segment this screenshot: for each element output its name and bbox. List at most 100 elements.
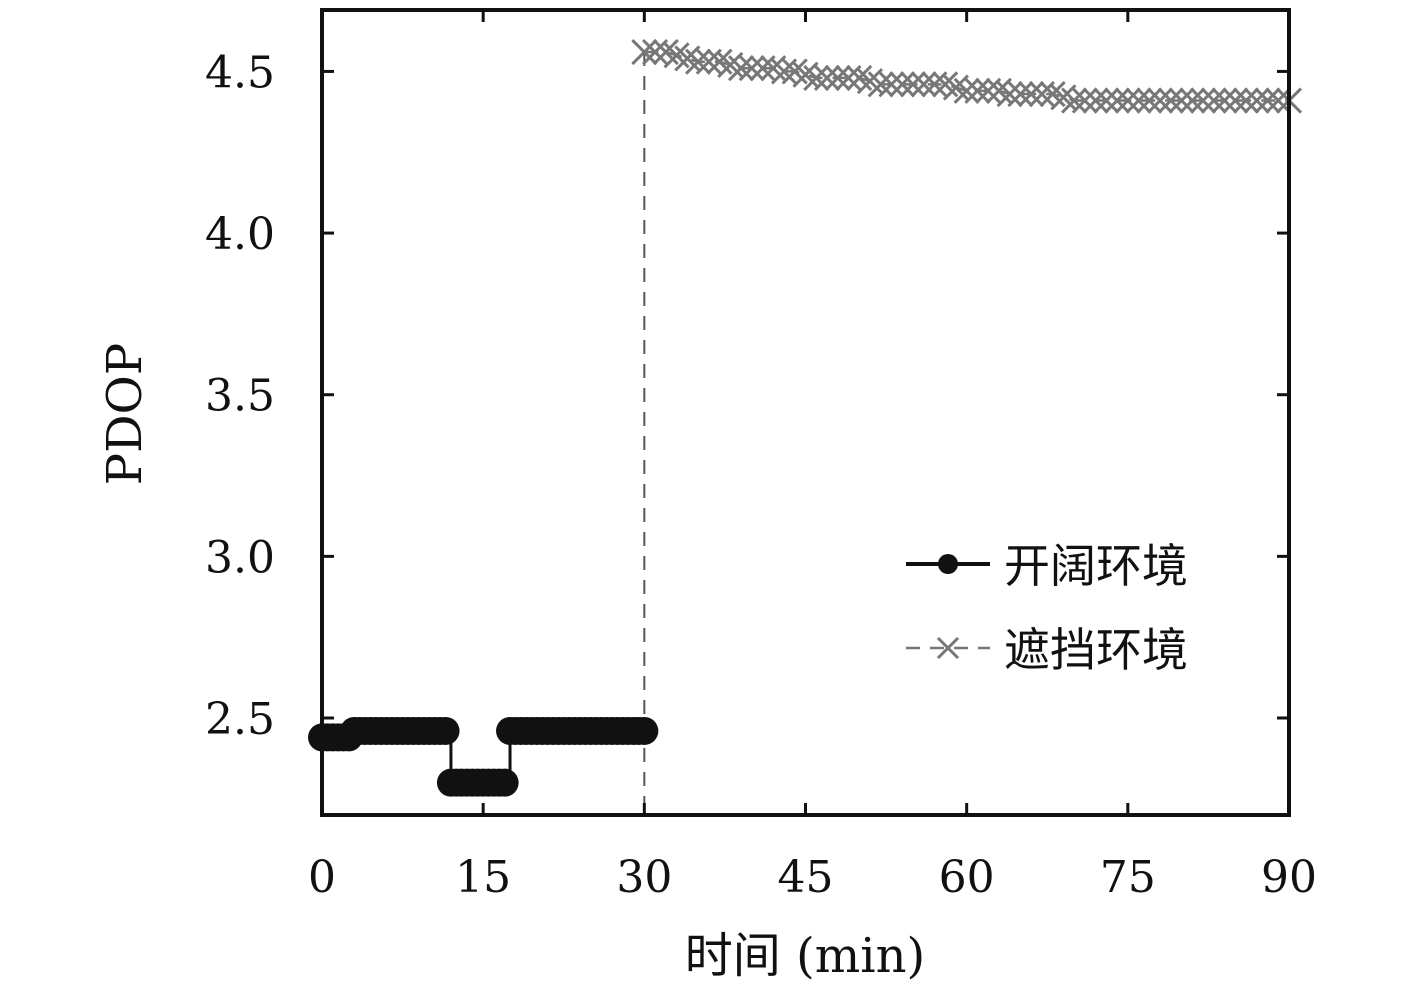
marker-stroke — [1125, 87, 1152, 114]
data-point-open — [431, 716, 460, 745]
marker-stroke — [749, 55, 776, 82]
data-point-blocked — [1114, 87, 1141, 114]
data-point-blocked — [738, 55, 765, 82]
marker-stroke — [652, 38, 679, 66]
marker-stroke — [1082, 87, 1109, 114]
marker-stroke — [1157, 87, 1184, 114]
x-tick-label: 0 — [308, 852, 336, 903]
data-point-blocked — [1007, 80, 1034, 108]
marker-stroke — [1114, 87, 1141, 114]
marker-stroke — [1007, 80, 1034, 108]
marker-stroke — [975, 77, 1002, 104]
data-point-blocked — [835, 64, 862, 91]
data-point-blocked — [867, 71, 894, 98]
marker-stroke — [1104, 87, 1131, 114]
data-point-blocked — [1028, 80, 1055, 108]
marker-stroke — [985, 77, 1012, 104]
data-point-blocked — [749, 55, 776, 82]
x-tick-label: 15 — [455, 852, 511, 903]
marker-stroke — [1222, 87, 1249, 114]
plot-frame — [320, 8, 1291, 817]
data-point-blocked — [1179, 87, 1206, 114]
y-axis-title: PDOP — [97, 343, 153, 485]
y-tick-label: 4.0 — [205, 209, 275, 260]
marker-stroke — [770, 58, 798, 85]
data-point-blocked — [975, 77, 1002, 104]
x-tick-label: 30 — [616, 852, 672, 903]
marker-stroke — [1265, 87, 1292, 114]
x-axis-title: 时间 (min) — [685, 928, 926, 984]
data-point-blocked — [642, 38, 669, 66]
x-tick-label: 75 — [1100, 852, 1156, 903]
data-point-blocked — [878, 71, 905, 98]
marker-stroke — [910, 71, 937, 98]
data-point-blocked — [1082, 87, 1109, 114]
marker-stroke — [996, 80, 1023, 108]
marker-stroke — [781, 58, 808, 85]
marker-stroke — [717, 51, 744, 79]
marker-stroke — [1039, 80, 1066, 108]
marker-stroke — [1200, 87, 1227, 114]
marker-stroke — [856, 68, 884, 95]
data-point-open — [490, 768, 519, 797]
data-point-blocked — [1157, 87, 1184, 114]
legend-entry-open: 开阔环境 — [906, 539, 1188, 593]
data-point-blocked — [1071, 87, 1098, 114]
marker-stroke — [1147, 87, 1174, 114]
data-point-blocked — [1243, 87, 1270, 114]
marker-stroke — [738, 55, 765, 82]
marker-stroke — [1211, 87, 1238, 114]
data-point-blocked — [1147, 87, 1174, 114]
legend-marker-blocked — [936, 636, 960, 660]
data-point-blocked — [899, 71, 927, 98]
data-point-blocked — [1061, 87, 1088, 114]
marker-stroke — [846, 64, 873, 91]
marker-stroke — [1018, 80, 1045, 108]
marker-stroke — [1050, 84, 1077, 111]
legend-entry-blocked: 遮挡环境 — [906, 623, 1188, 677]
marker-stroke — [1232, 87, 1260, 114]
marker-stroke — [1243, 87, 1270, 114]
marker-stroke — [899, 71, 927, 98]
y-tick-label: 2.5 — [205, 694, 275, 745]
marker-stroke — [824, 64, 851, 91]
y-tick-label: 4.5 — [205, 47, 275, 98]
data-point-blocked — [1265, 87, 1292, 114]
data-point-blocked — [889, 71, 916, 98]
data-point-blocked — [921, 71, 948, 98]
marker-stroke — [727, 55, 755, 82]
data-point-blocked — [910, 71, 937, 98]
data-point-blocked — [1200, 87, 1227, 114]
data-point-blocked — [996, 80, 1023, 108]
legend-marker-open — [938, 554, 958, 574]
data-point-blocked — [1093, 87, 1120, 114]
data-point-blocked — [1189, 87, 1217, 114]
data-point-blocked — [803, 64, 830, 91]
y-tick-label: 3.5 — [205, 371, 275, 422]
marker-stroke — [1061, 87, 1088, 114]
marker-stroke — [631, 38, 658, 66]
data-point-blocked — [1018, 80, 1045, 108]
marker-stroke — [889, 71, 916, 98]
marker-stroke — [792, 61, 819, 88]
marker-stroke — [921, 71, 948, 98]
marker-stroke — [695, 48, 722, 75]
marker-stroke — [1189, 87, 1217, 114]
data-point-blocked — [953, 77, 980, 104]
axes-layer: 0 15 30 45 60 75 90 2.5 3.0 3.5 4.0 4.5 — [205, 8, 1317, 903]
marker-stroke — [1071, 87, 1098, 114]
data-point-blocked — [1222, 87, 1249, 114]
data-point-blocked — [1168, 87, 1195, 114]
x-tick-label: 90 — [1261, 852, 1317, 903]
marker-stroke — [964, 77, 991, 104]
data-point-blocked — [684, 48, 712, 75]
data-point-blocked — [770, 58, 798, 85]
data-point-blocked — [1254, 87, 1281, 114]
data-point-open — [630, 716, 659, 745]
marker-stroke — [1028, 80, 1055, 108]
marker-stroke — [1136, 87, 1163, 114]
marker-stroke — [1179, 87, 1206, 114]
marker-stroke — [835, 64, 862, 91]
data-point-blocked — [1104, 87, 1131, 114]
